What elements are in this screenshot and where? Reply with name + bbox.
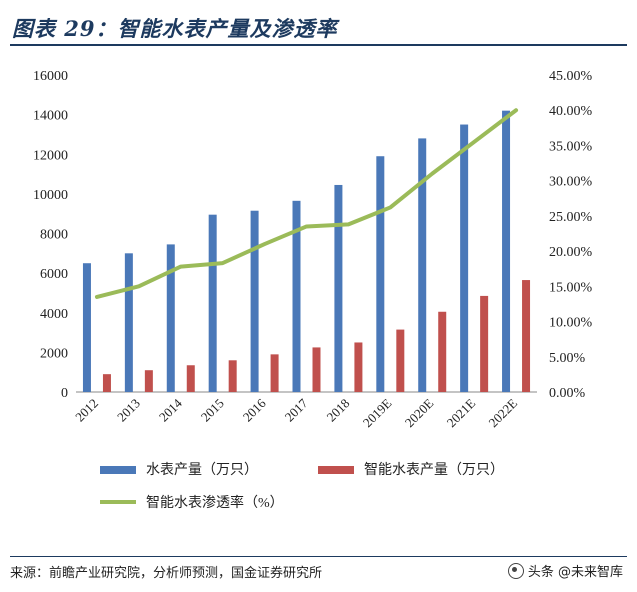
y-right-tick-label: 20.00% (549, 245, 593, 260)
y-left-tick-label: 8000 (40, 228, 68, 243)
bar-smart (102, 374, 111, 392)
bar-smart (186, 365, 195, 392)
x-tick-label: 2013 (114, 396, 143, 425)
source-bar: 来源：前瞻产业研究院，分析师预测，国金证券研究所 头条 @未来智库 (10, 556, 627, 583)
y-left-tick-label: 16000 (33, 69, 68, 84)
bar-smart (144, 370, 153, 392)
bar-smart (354, 342, 363, 392)
legend-label-penetration: 智能水表渗透率（%） (146, 494, 284, 511)
penetration-point (514, 108, 518, 112)
penetration-point (221, 261, 225, 265)
y-right-tick-label: 40.00% (549, 104, 593, 119)
y-left-tick-label: 4000 (40, 307, 68, 322)
bar-total (292, 200, 301, 392)
x-tick-label: 2015 (198, 396, 227, 425)
bar-smart (396, 329, 405, 392)
penetration-point (388, 205, 392, 209)
y-right-tick-label: 30.00% (549, 175, 593, 190)
y-right-tick-label: 45.00% (549, 69, 593, 84)
legend-label-smart: 智能水表产量（万只） (364, 462, 504, 478)
y-right-tick-label: 15.00% (549, 280, 593, 295)
bar-total (166, 244, 175, 392)
y-left-tick-label: 10000 (33, 188, 68, 203)
legend-swatch-total (100, 466, 136, 474)
bar-smart (228, 360, 237, 392)
x-tick-label: 2018 (324, 396, 353, 425)
bar-total (418, 138, 427, 392)
y-right-tick-label: 0.00% (549, 386, 586, 401)
title-bar: 图表 29：智能水表产量及渗透率 (10, 10, 627, 46)
watermark-text: 头条 @未来智库 (527, 565, 623, 580)
penetration-line (94, 108, 519, 299)
bar-smart (312, 347, 321, 392)
y-left-tick-label: 6000 (40, 267, 68, 282)
chart-title: 图表 29：智能水表产量及渗透率 (12, 16, 338, 41)
bar-total (376, 156, 385, 392)
penetration-point (137, 284, 141, 288)
x-tick-label: 2020E (402, 395, 437, 430)
x-tick-label: 2022E (486, 395, 521, 430)
y-left-tick-label: 12000 (33, 148, 68, 163)
bar-total (334, 184, 343, 392)
bar-total (82, 263, 91, 392)
x-tick-label: 2012 (72, 396, 101, 425)
penetration-point (95, 295, 99, 299)
penetration-point (346, 222, 350, 226)
y-right-tick-label: 10.00% (549, 316, 593, 331)
bar-smart (438, 311, 447, 392)
x-tick-label: 2019E (360, 395, 395, 430)
bar-total (208, 214, 217, 392)
x-tick-label: 2014 (156, 395, 185, 424)
penetration-point (305, 224, 308, 228)
watermark-logo-icon (507, 562, 524, 579)
y-left-tick-label: 14000 (33, 109, 68, 124)
x-tick-label: 2021E (444, 395, 479, 430)
penetration-point (179, 265, 183, 269)
penetration-point (263, 242, 267, 246)
bar-total (250, 210, 259, 392)
bar-smart (480, 295, 489, 392)
bar-smart (522, 280, 531, 392)
y-right-tick-label: 35.00% (549, 139, 593, 154)
bar-total (124, 253, 133, 392)
legend-label-total: 水表产量（万只） (146, 462, 258, 478)
penetration-point (472, 140, 476, 144)
y-left-tick-label: 0 (61, 386, 68, 401)
x-tick-label: 2017 (282, 395, 311, 424)
watermark: 头条 @未来智库 (507, 561, 623, 580)
bar-total (502, 110, 511, 392)
source-note: 来源：前瞻产业研究院，分析师预测，国金证券研究所 (10, 566, 323, 581)
y-right-tick-label: 25.00% (549, 210, 593, 225)
y-left-tick-label: 2000 (40, 346, 68, 361)
legend-swatch-smart (318, 466, 354, 474)
x-tick-label: 2016 (240, 395, 269, 424)
bar-smart (270, 354, 279, 392)
chart-area: 0 2000 4000 6000 8000 10000 12000 14000 16000 0.0… (33, 69, 593, 511)
penetration-point (430, 172, 434, 176)
bar-total (460, 124, 469, 392)
y-right-tick-label: 5.00% (549, 351, 586, 366)
